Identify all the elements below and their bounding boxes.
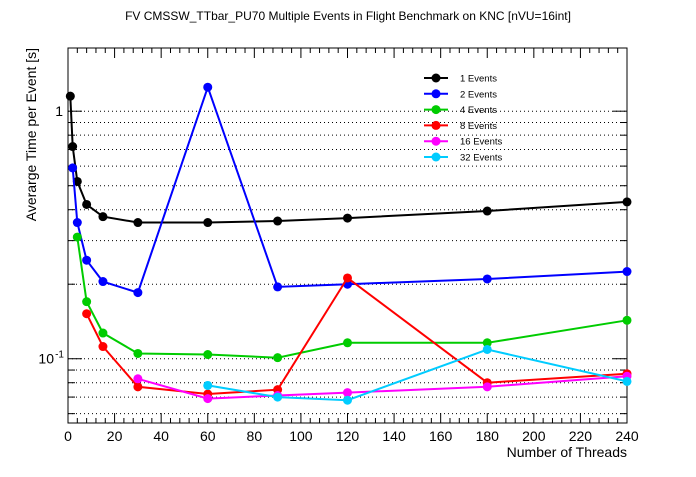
data-point xyxy=(133,218,143,228)
legend-swatch-marker xyxy=(431,73,441,83)
data-point xyxy=(203,82,213,92)
data-point xyxy=(622,376,632,386)
plot-frame xyxy=(67,47,628,424)
series-4-events xyxy=(72,232,632,363)
data-point xyxy=(98,277,108,287)
data-point xyxy=(482,344,492,354)
series-line xyxy=(71,84,628,294)
legend: 1 Events 2 Events 4 Events 8 Events 16 Event… xyxy=(424,73,502,164)
data-point xyxy=(82,255,92,265)
data-point xyxy=(203,380,213,390)
data-point xyxy=(68,142,78,152)
legend-item: 2 Events xyxy=(424,89,497,100)
data-point xyxy=(343,338,352,348)
data-point xyxy=(203,350,213,360)
data-point xyxy=(65,91,75,101)
chart-title: FV CMSSW_TTbar_PU70 Multiple Events in F… xyxy=(125,9,571,23)
data-point xyxy=(82,297,92,307)
legend-label: 4 Events xyxy=(460,105,497,116)
data-point xyxy=(622,267,632,277)
grid-lines xyxy=(68,110,627,415)
legend-label: 32 Events xyxy=(460,153,502,164)
x-tick-label: 180 xyxy=(476,428,500,444)
series-1-events xyxy=(65,91,632,228)
x-axis-label: Number of Threads xyxy=(507,444,627,460)
data-point xyxy=(273,353,283,363)
data-point xyxy=(133,288,143,298)
x-tick-label: 40 xyxy=(153,428,169,444)
x-tick-label: 80 xyxy=(247,428,263,444)
series-line xyxy=(85,276,628,396)
data-point xyxy=(72,218,82,228)
data-point xyxy=(273,216,283,226)
x-tick-label: 220 xyxy=(569,428,593,444)
series-layer xyxy=(65,82,632,405)
legend-label: 2 Events xyxy=(460,89,497,100)
x-tick-label: 200 xyxy=(522,428,546,444)
legend-item: 1 Events xyxy=(424,73,497,85)
legend-item: 32 Events xyxy=(424,152,502,164)
data-point xyxy=(98,212,108,222)
data-point xyxy=(133,382,143,392)
legend-item: 8 Events xyxy=(424,121,497,132)
data-point xyxy=(482,274,492,284)
x-tick-label: 60 xyxy=(200,428,216,444)
legend-label: 16 Events xyxy=(460,137,502,148)
data-point xyxy=(72,176,82,186)
data-point xyxy=(482,338,492,348)
data-point xyxy=(273,392,283,402)
data-point xyxy=(82,309,92,319)
data-point xyxy=(343,273,352,283)
y-axis-label: Averarge Time per Event [s] xyxy=(23,48,39,221)
x-tick-label: 20 xyxy=(107,428,123,444)
series-16-events xyxy=(133,371,632,404)
data-point xyxy=(343,213,352,223)
data-point xyxy=(82,199,92,209)
data-point xyxy=(482,382,492,392)
legend-item: 16 Events xyxy=(424,136,502,148)
series-line xyxy=(137,375,628,400)
data-point xyxy=(203,394,213,404)
y-tick-label: 10 xyxy=(38,351,54,367)
legend-label: 8 Events xyxy=(460,121,497,132)
legend-item: 4 Events xyxy=(424,105,497,116)
data-point xyxy=(273,282,283,292)
y-tick-label: 1 xyxy=(55,103,63,119)
data-point xyxy=(98,328,108,338)
axes: 0 20 40 60 80 100 120 140 160 180 200 220 240 10 -1 1 xyxy=(38,48,639,444)
y-tick-exponent: -1 xyxy=(55,350,64,361)
x-tick-label: 120 xyxy=(336,428,360,444)
data-point xyxy=(203,218,213,228)
series-2-events xyxy=(68,82,632,298)
legend-swatch-marker xyxy=(431,89,441,99)
series-line xyxy=(76,236,628,359)
data-point xyxy=(343,395,352,405)
series-32-events xyxy=(203,344,632,405)
legend-swatch-marker xyxy=(431,136,441,146)
data-point xyxy=(68,163,78,173)
data-point xyxy=(133,348,143,358)
data-point xyxy=(622,197,632,207)
data-point xyxy=(622,315,632,325)
series-8-events xyxy=(82,273,632,399)
legend-swatch-marker xyxy=(431,105,441,115)
legend-label: 1 Events xyxy=(460,74,497,85)
data-point xyxy=(482,206,492,216)
data-point xyxy=(98,342,108,352)
series-line xyxy=(69,96,628,224)
x-tick-label: 0 xyxy=(64,428,72,444)
data-point xyxy=(72,232,82,242)
data-point xyxy=(343,388,352,398)
data-point xyxy=(133,374,143,384)
x-tick-label: 240 xyxy=(615,428,639,444)
x-tick-label: 100 xyxy=(289,428,313,444)
x-tick-label: 160 xyxy=(429,428,453,444)
legend-swatch-marker xyxy=(431,120,441,130)
legend-swatch-marker xyxy=(431,152,441,162)
x-tick-label: 140 xyxy=(382,428,406,444)
